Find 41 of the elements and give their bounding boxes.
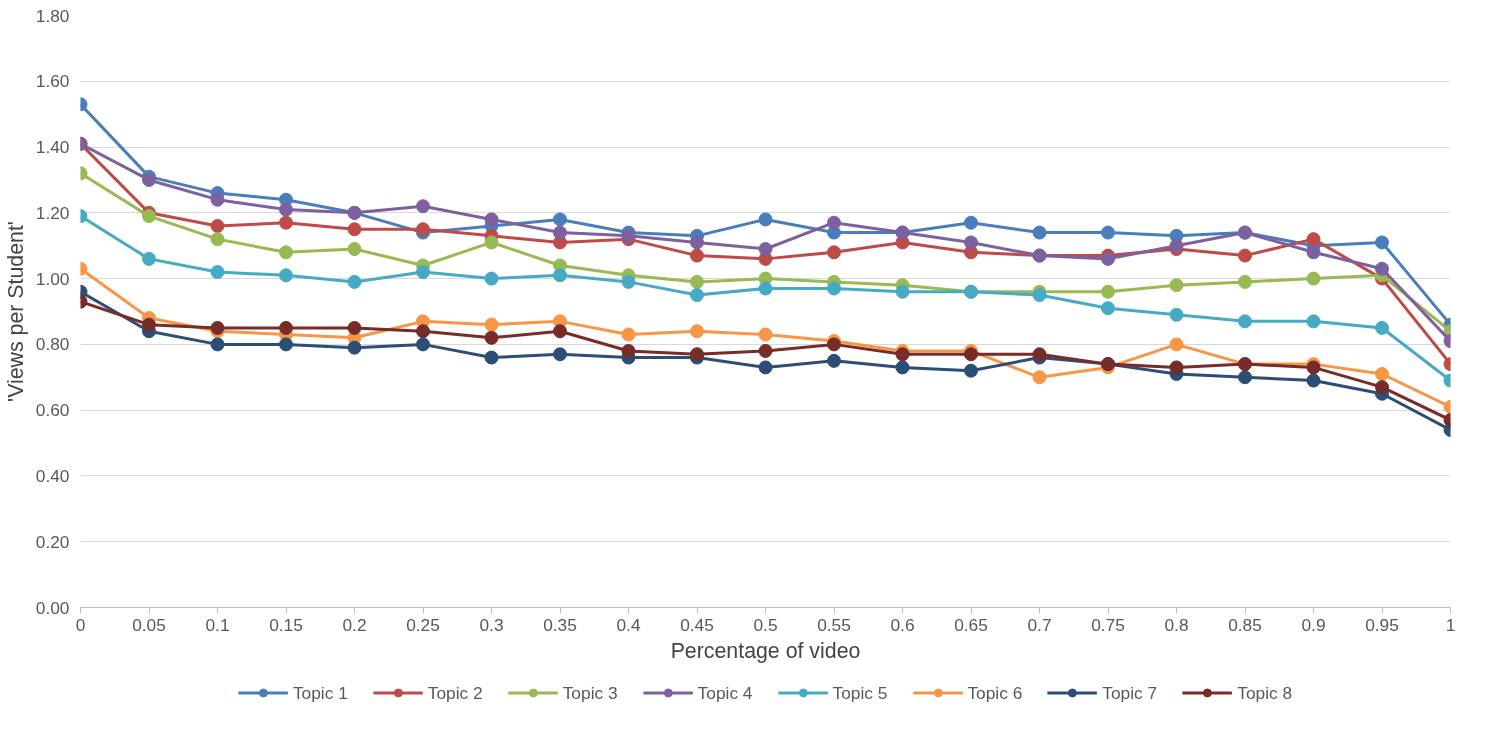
x-tick-label: 0.9 <box>1301 614 1326 635</box>
y-tick-label: 1.60 <box>35 71 70 92</box>
x-tick-label: 0.1 <box>205 614 230 635</box>
x-tick-label: 0.75 <box>1091 614 1125 635</box>
legend-label: Topic 8 <box>1237 682 1293 703</box>
x-tick-label: 0.45 <box>680 614 714 635</box>
legend-label: Topic 6 <box>967 682 1023 703</box>
x-tick-label: 0.6 <box>890 614 915 635</box>
x-tick-label: 0.3 <box>479 614 504 635</box>
x-tick-label: 0.4 <box>616 614 641 635</box>
x-tick-label: 0.2 <box>342 614 367 635</box>
y-tick-label: 1.20 <box>35 202 70 223</box>
legend-label: Topic 4 <box>697 682 753 703</box>
y-tick-label: 0.20 <box>35 531 70 552</box>
x-tick-label: 0.65 <box>954 614 988 635</box>
x-tick-label: 1 <box>1445 614 1456 635</box>
x-tick-label: 0.7 <box>1027 614 1052 635</box>
y-tick-label: 0.80 <box>35 334 70 355</box>
legend-label: Topic 3 <box>562 682 618 703</box>
x-tick-label: 0.15 <box>269 614 303 635</box>
x-tick-label: 0.35 <box>543 614 577 635</box>
legend-label: Topic 5 <box>832 682 888 703</box>
x-tick-label: 0.25 <box>406 614 440 635</box>
x-tick-label: 0.05 <box>132 614 166 635</box>
legend-label: Topic 1 <box>292 682 348 703</box>
x-tick-label: 0.5 <box>753 614 778 635</box>
x-tick-label: 0.85 <box>1228 614 1262 635</box>
legend-label: Topic 7 <box>1102 682 1158 703</box>
y-tick-label: 0.60 <box>35 400 70 421</box>
y-tick-label: 1.40 <box>35 137 70 158</box>
x-tick-label: 0.95 <box>1365 614 1399 635</box>
x-tick-label: 0.8 <box>1164 614 1189 635</box>
y-axis-title: 'Views per Student' <box>3 221 28 402</box>
x-tick-label: 0 <box>75 614 86 635</box>
y-tick-label: 1.80 <box>35 5 70 26</box>
x-tick-label: 0.55 <box>817 614 851 635</box>
y-tick-label: 0.40 <box>35 465 70 486</box>
legend-label: Topic 2 <box>427 682 483 703</box>
y-tick-label: 0.00 <box>35 597 70 618</box>
y-tick-label: 1.00 <box>35 268 70 289</box>
x-axis-title: Percentage of video <box>670 638 861 663</box>
